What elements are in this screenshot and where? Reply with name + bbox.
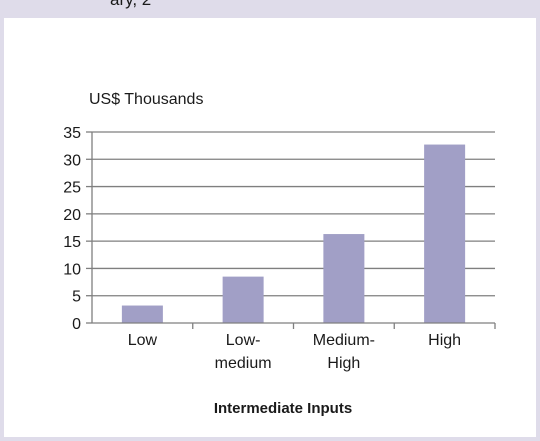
axis-layer bbox=[86, 131, 496, 329]
x-tick-label: High bbox=[428, 332, 461, 349]
x-tick-label: Low- bbox=[226, 332, 261, 349]
y-tick-label: 5 bbox=[72, 289, 81, 306]
y-tick-label: 20 bbox=[63, 207, 81, 224]
y-tick-layer: 0 5 10 15 20 25 30 35 bbox=[63, 125, 81, 333]
y-tick-label: 35 bbox=[63, 125, 81, 142]
y-tick-label: 0 bbox=[72, 316, 81, 333]
y-tick-label: 10 bbox=[63, 261, 81, 278]
y-tick-label: 30 bbox=[63, 152, 81, 169]
bar bbox=[424, 144, 466, 323]
x-tick-label: Medium- bbox=[313, 332, 375, 349]
bar bbox=[121, 305, 163, 323]
header-partial-text: ary, 2 bbox=[110, 0, 151, 10]
y-tick-label: 25 bbox=[63, 180, 81, 197]
x-tick-label: High bbox=[327, 355, 360, 372]
bar bbox=[222, 276, 264, 323]
bar bbox=[323, 234, 365, 323]
x-tick-label: medium bbox=[215, 355, 272, 372]
x-axis-title: Intermediate Inputs bbox=[214, 400, 352, 417]
x-tick-label: Low bbox=[128, 332, 158, 349]
x-tick-layer: Low Low-medium Medium- High High bbox=[128, 332, 461, 372]
bar-layer bbox=[121, 144, 466, 323]
y-axis-label: US$ Thousands bbox=[89, 91, 203, 108]
y-tick-label: 15 bbox=[63, 234, 81, 251]
top-band: ary, 2 bbox=[0, 0, 540, 18]
